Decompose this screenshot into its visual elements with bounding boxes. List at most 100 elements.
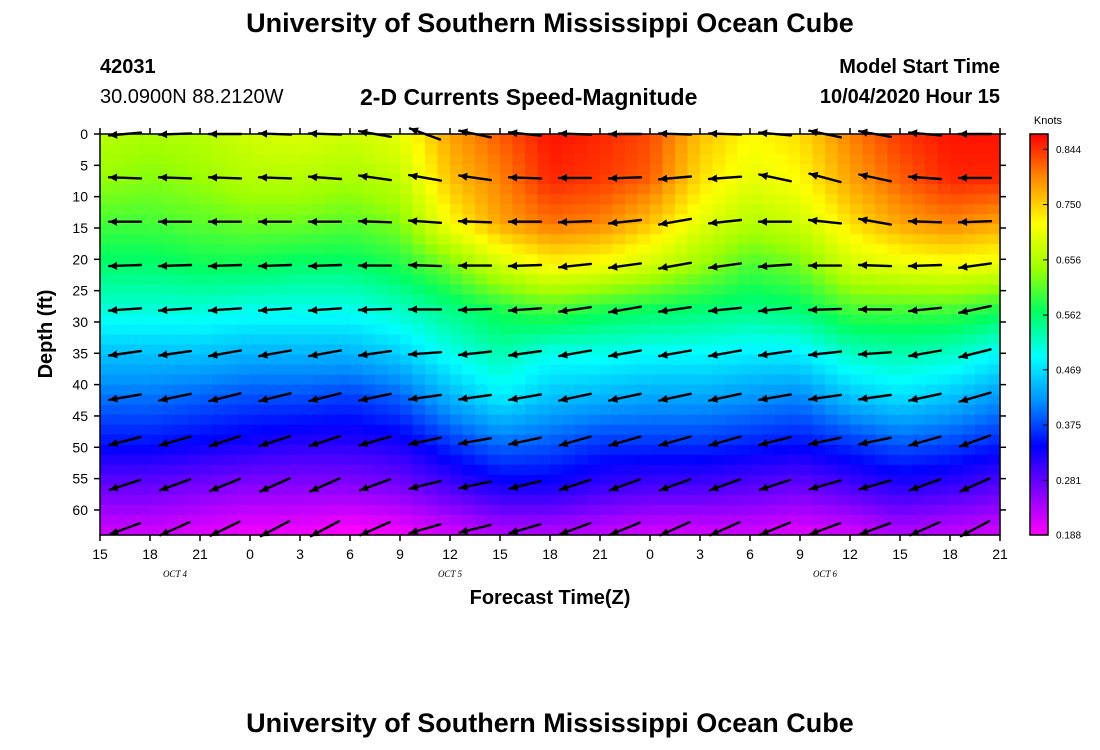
heatmap-cell: [225, 504, 239, 516]
heatmap-cell: [625, 524, 639, 536]
heatmap-cell: [925, 154, 939, 165]
x-tick-label: 12: [842, 546, 858, 562]
current-vector: [507, 173, 543, 182]
heatmap-cell: [100, 334, 114, 346]
heatmap-cell: [962, 284, 976, 296]
heatmap-cell: [387, 304, 401, 316]
current-vector: [958, 391, 992, 404]
heatmap-cell: [262, 454, 276, 466]
heatmap-cell: [475, 374, 489, 386]
heatmap-cell: [187, 344, 201, 356]
heatmap-cell: [287, 224, 301, 235]
heatmap-cell: [237, 284, 251, 296]
heatmap-cell: [812, 164, 826, 175]
heatmap-cell: [212, 204, 226, 215]
heatmap-cell: [462, 484, 476, 496]
heatmap-cell: [637, 434, 651, 446]
heatmap-cell: [550, 144, 564, 155]
heatmap-cell: [262, 154, 276, 165]
heatmap-cell: [387, 364, 401, 376]
current-vector: [508, 436, 542, 447]
heatmap-cell: [800, 154, 814, 165]
heatmap-cell: [212, 194, 226, 205]
heatmap-cell: [250, 254, 264, 265]
heatmap-cell: [100, 444, 114, 456]
heatmap-cell: [875, 284, 889, 296]
heatmap-cell: [475, 234, 489, 245]
heatmap-cell: [587, 274, 601, 285]
heatmap-cell: [987, 254, 1001, 265]
heatmap-cell: [662, 324, 676, 336]
heatmap-cell: [200, 414, 214, 426]
current-vector: [757, 217, 793, 226]
heatmap-cell: [337, 164, 351, 175]
heatmap-cell: [550, 404, 564, 416]
heatmap-cell: [787, 294, 801, 306]
heatmap-cell: [287, 284, 301, 296]
heatmap-cell: [812, 344, 826, 356]
heatmap-cell: [950, 504, 964, 516]
heatmap-cell: [262, 434, 276, 446]
heatmap-cell: [637, 244, 651, 255]
heatmap-cell: [537, 304, 551, 316]
heatmap-cell: [875, 254, 889, 265]
heatmap-cell: [875, 394, 889, 406]
heatmap-cell: [150, 154, 164, 165]
heatmap-cell: [412, 224, 426, 235]
heatmap-cell: [412, 384, 426, 396]
current-vector: [507, 261, 543, 270]
heatmap-cell: [762, 494, 776, 506]
heatmap-cell: [900, 514, 914, 526]
heatmap-cell: [737, 194, 751, 205]
heatmap-cell: [975, 414, 989, 426]
heatmap-cell: [725, 234, 739, 245]
heatmap-cell: [587, 384, 601, 396]
heatmap-cell: [487, 204, 501, 215]
heatmap-cell: [925, 144, 939, 155]
heatmap-cell: [225, 414, 239, 426]
heatmap-cell: [487, 174, 501, 185]
heatmap-cell: [975, 434, 989, 446]
heatmap-cell: [912, 324, 926, 336]
current-vector: [908, 392, 942, 403]
heatmap-cell: [250, 174, 264, 185]
heatmap-cell: [300, 184, 314, 195]
heatmap-cell: [325, 204, 339, 215]
heatmap-cell: [575, 464, 589, 476]
heatmap-cell: [237, 254, 251, 265]
heatmap-cell: [850, 434, 864, 446]
current-vector: [358, 349, 392, 359]
heatmap-cell: [200, 514, 214, 526]
heatmap-cell: [950, 524, 964, 536]
heatmap-cell: [137, 224, 151, 235]
heatmap-cell: [650, 264, 664, 275]
heatmap-cell: [925, 264, 939, 275]
heatmap-cell: [662, 384, 676, 396]
heatmap-cell: [975, 404, 989, 416]
x-tick-label: 15: [92, 546, 108, 562]
heatmap-cell: [625, 494, 639, 506]
heatmap-cell: [400, 474, 414, 486]
heatmap-cell: [225, 134, 239, 145]
heatmap-cell: [350, 364, 364, 376]
heatmap-cell: [762, 404, 776, 416]
heatmap-cell: [350, 324, 364, 336]
current-vector: [307, 306, 343, 314]
heatmap-cell: [425, 484, 439, 496]
heatmap-cell: [725, 334, 739, 346]
heatmap-cell: [125, 414, 139, 426]
heatmap-cell: [862, 274, 876, 285]
heatmap-cell: [900, 394, 914, 406]
heatmap-cell: [850, 354, 864, 366]
heatmap-cell: [800, 444, 814, 456]
heatmap-cell: [337, 324, 351, 336]
heatmap-cell: [212, 244, 226, 255]
heatmap-cell: [687, 384, 701, 396]
heatmap-cell: [487, 284, 501, 296]
heatmap-cell: [950, 274, 964, 285]
heatmap-cell: [900, 324, 914, 336]
heatmap-cell: [587, 244, 601, 255]
heatmap-cell: [362, 394, 376, 406]
heatmap-cell: [425, 184, 439, 195]
heatmap-cell: [800, 224, 814, 235]
